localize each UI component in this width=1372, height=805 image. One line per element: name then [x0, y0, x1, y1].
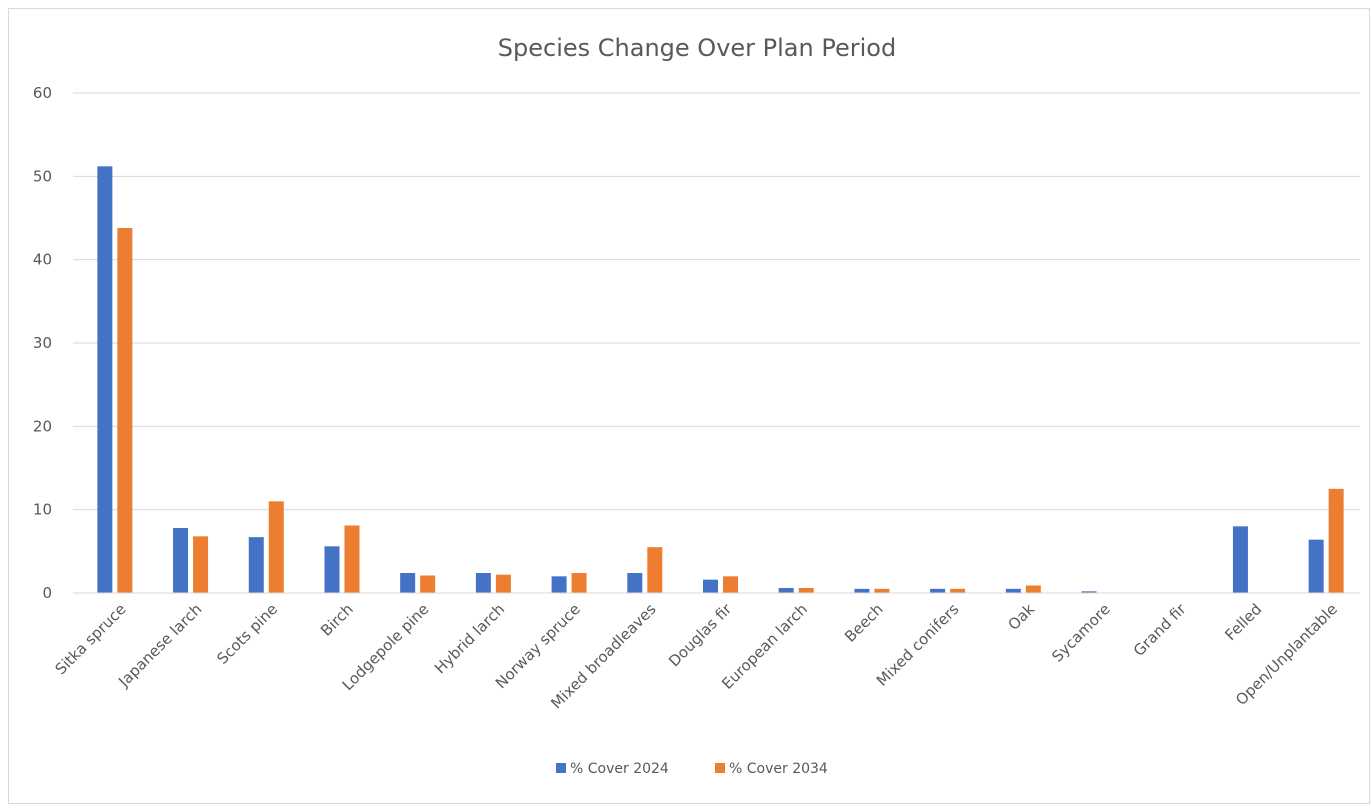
x-tick-label: Mixed conifers — [873, 600, 963, 690]
bar-japanese-larch-2024 — [173, 528, 189, 593]
bar-birch-2034 — [344, 525, 360, 593]
chart-title: Species Change Over Plan Period — [498, 34, 896, 62]
x-tick-label: Hybrid larch — [431, 600, 508, 677]
bar-open-unplantable-2034 — [1328, 488, 1344, 593]
bar-scots-pine-2034 — [268, 501, 284, 593]
bar-european-larch-2034 — [798, 588, 814, 593]
bar-norway-spruce-2034 — [571, 573, 587, 593]
y-tick-label: 30 — [33, 334, 52, 352]
y-axis-tick-labels: 0 10 20 30 40 50 60 — [33, 84, 52, 602]
bar-japanese-larch-2034 — [193, 536, 209, 593]
x-tick-label: Grand fir — [1130, 600, 1190, 660]
y-tick-label: 10 — [33, 501, 52, 519]
bar-lodgepole-pine-2024 — [400, 573, 416, 593]
legend-label: % Cover 2024 — [570, 761, 669, 777]
x-tick-label: Sycamore — [1048, 600, 1114, 666]
bar-hybrid-larch-2034 — [495, 574, 511, 593]
chart-area — [8, 8, 1370, 804]
bar-douglas-fir-2034 — [723, 576, 738, 593]
bar-beech-2024 — [854, 588, 870, 593]
y-tick-label: 40 — [33, 251, 52, 269]
y-tick-label: 20 — [33, 417, 52, 435]
bar-oak-2034 — [1025, 585, 1041, 593]
gridlines — [73, 92, 1360, 511]
bar-sycamore-2024 — [1081, 591, 1097, 593]
y-tick-label: 60 — [33, 84, 52, 102]
bar-european-larch-2024 — [778, 588, 794, 593]
x-tick-label: Felled — [1221, 600, 1265, 644]
bar-mixed-broadleaves-2024 — [627, 573, 643, 593]
x-tick-label: Beech — [841, 600, 887, 646]
legend-swatch — [556, 763, 566, 773]
x-tick-label: Douglas fir — [665, 600, 736, 671]
x-tick-label: Scots pine — [213, 600, 281, 668]
bar-oak-2024 — [1005, 588, 1021, 593]
bar-birch-2024 — [324, 546, 340, 593]
x-tick-label: Sitka spruce — [52, 600, 130, 678]
bar-lodgepole-pine-2034 — [420, 575, 436, 593]
bar-mixed-conifers-2024 — [930, 588, 946, 593]
legend: % Cover 2024 % Cover 2034 — [556, 761, 828, 777]
bar-open-unplantable-2024 — [1308, 539, 1324, 593]
x-tick-label: Oak — [1004, 600, 1038, 634]
bar-scots-pine-2024 — [248, 537, 264, 593]
bar-douglas-fir-2024 — [703, 579, 718, 593]
bar-sitka-spruce-2024 — [97, 166, 113, 594]
bars — [97, 166, 1344, 594]
bar-beech-2034 — [874, 588, 890, 593]
bar-mixed-broadleaves-2034 — [647, 547, 663, 593]
bar-sitka-spruce-2034 — [117, 228, 133, 593]
x-tick-label: Birch — [317, 600, 357, 640]
legend-swatch — [715, 763, 725, 773]
legend-label: % Cover 2034 — [729, 761, 828, 777]
bar-hybrid-larch-2024 — [475, 573, 491, 593]
bar-mixed-conifers-2034 — [950, 588, 966, 593]
bar-felled-2024 — [1232, 526, 1248, 593]
bar-norway-spruce-2024 — [551, 576, 567, 593]
y-tick-label: 0 — [42, 584, 52, 602]
y-tick-label: 50 — [33, 167, 52, 185]
